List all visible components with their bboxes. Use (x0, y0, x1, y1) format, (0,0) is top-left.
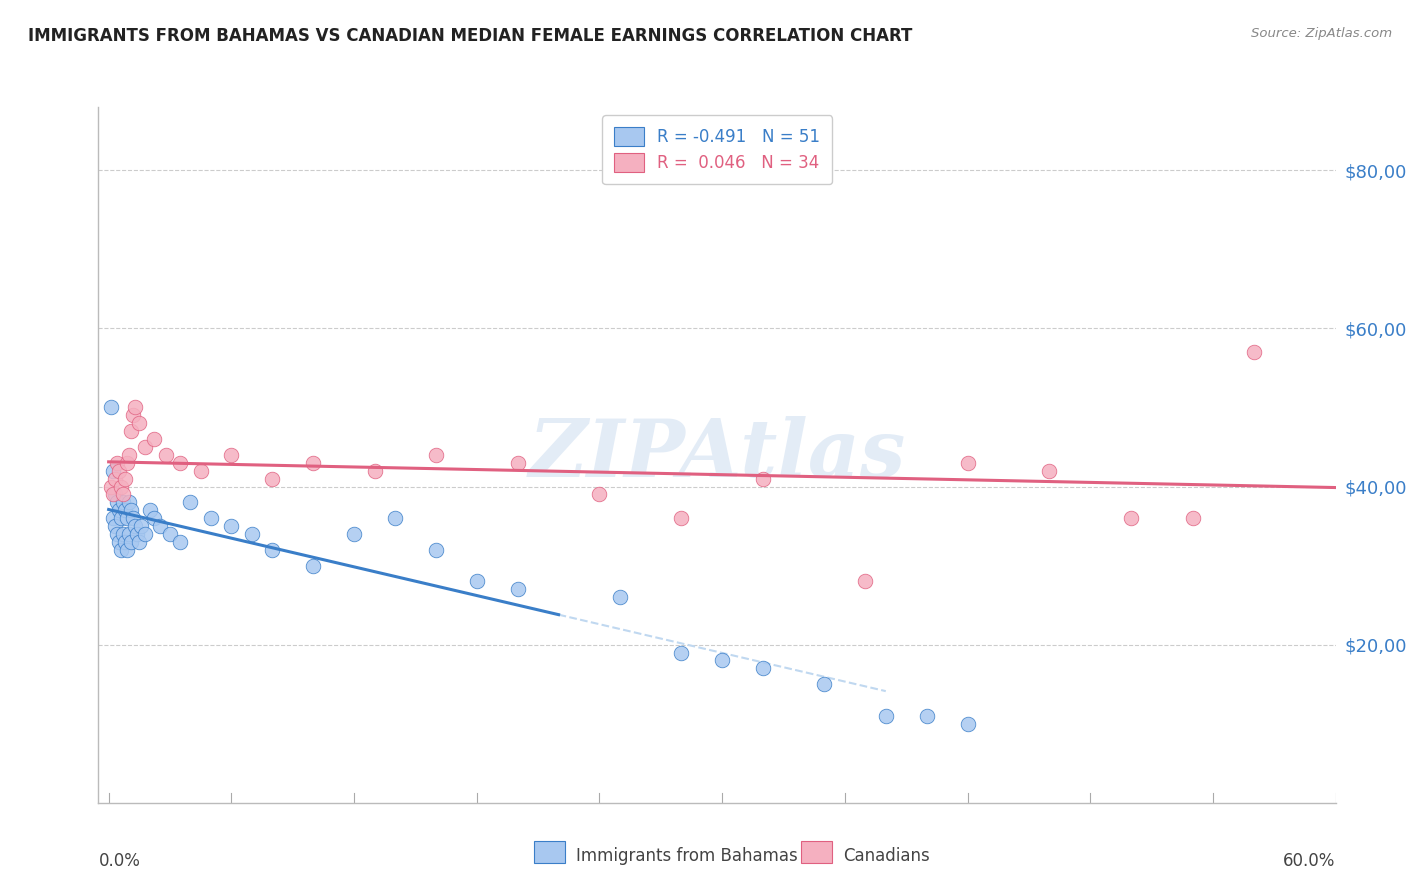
Point (118, 527, 141, 541)
Point (221, 519, 243, 533)
Point (105, 495, 128, 509)
Point (127, 527, 149, 541)
Point (108, 535, 131, 549)
Point (956, 456, 979, 470)
Point (120, 503, 142, 517)
Point (100, 401, 122, 415)
Point (128, 535, 150, 549)
Point (142, 511, 165, 525)
Point (115, 456, 138, 470)
Point (915, 708, 938, 723)
Text: Canadians: Canadians (844, 847, 931, 865)
Point (100, 479, 122, 493)
Point (115, 511, 138, 525)
Text: Source: ZipAtlas.com: Source: ZipAtlas.com (1251, 27, 1392, 40)
Point (956, 716, 979, 731)
Point (506, 456, 529, 470)
Point (105, 527, 128, 541)
Point (114, 472, 136, 486)
Point (101, 511, 124, 525)
Point (1181, 511, 1204, 525)
Point (200, 511, 222, 525)
Point (108, 503, 131, 517)
Point (159, 527, 181, 541)
Point (302, 558, 325, 573)
Point (169, 535, 191, 549)
Point (142, 432, 165, 446)
Point (1243, 345, 1265, 359)
Point (752, 661, 775, 675)
Point (108, 464, 131, 478)
Point (124, 519, 146, 533)
Point (104, 519, 127, 533)
Point (118, 495, 141, 509)
Point (506, 582, 529, 597)
Point (671, 511, 693, 525)
Point (221, 448, 243, 462)
Point (110, 542, 132, 557)
Point (110, 511, 132, 525)
Point (134, 527, 156, 541)
Point (131, 519, 153, 533)
Text: 60.0%: 60.0% (1284, 852, 1336, 870)
Point (120, 424, 142, 438)
Point (240, 527, 263, 541)
Point (465, 574, 488, 589)
Point (262, 472, 284, 486)
Point (110, 479, 132, 493)
Point (588, 487, 610, 501)
Point (302, 456, 325, 470)
Point (179, 495, 201, 509)
Point (138, 503, 160, 517)
Point (111, 527, 134, 541)
Point (752, 472, 775, 486)
Legend: R = -0.491   N = 51, R =  0.046   N = 34: R = -0.491 N = 51, R = 0.046 N = 34 (602, 115, 832, 184)
Point (169, 456, 191, 470)
Point (120, 535, 142, 549)
Text: 0.0%: 0.0% (98, 852, 141, 870)
Point (122, 409, 145, 423)
Point (425, 542, 447, 557)
Point (262, 542, 284, 557)
Point (671, 646, 693, 660)
Text: Immigrants from Bahamas: Immigrants from Bahamas (576, 847, 799, 865)
Point (155, 448, 177, 462)
Point (875, 708, 897, 723)
Point (118, 448, 141, 462)
Point (115, 542, 138, 557)
Point (384, 511, 406, 525)
Point (101, 464, 124, 478)
Point (124, 401, 146, 415)
Point (111, 487, 134, 501)
Point (149, 519, 172, 533)
Point (122, 511, 145, 525)
Point (128, 417, 150, 431)
Point (114, 535, 136, 549)
Text: ZIPAtlas: ZIPAtlas (529, 417, 905, 493)
Point (104, 487, 127, 501)
Point (101, 487, 124, 501)
Point (813, 677, 835, 691)
Point (1121, 511, 1143, 525)
Point (363, 464, 385, 478)
Point (104, 472, 127, 486)
Point (190, 464, 212, 478)
Text: IMMIGRANTS FROM BAHAMAS VS CANADIAN MEDIAN FEMALE EARNINGS CORRELATION CHART: IMMIGRANTS FROM BAHAMAS VS CANADIAN MEDI… (28, 27, 912, 45)
Point (134, 440, 156, 454)
Point (114, 503, 136, 517)
Point (711, 653, 734, 667)
Point (425, 448, 447, 462)
Point (1038, 464, 1060, 478)
Point (105, 456, 128, 470)
Point (343, 527, 366, 541)
Point (609, 591, 631, 605)
Point (853, 574, 876, 589)
Point (111, 495, 134, 509)
